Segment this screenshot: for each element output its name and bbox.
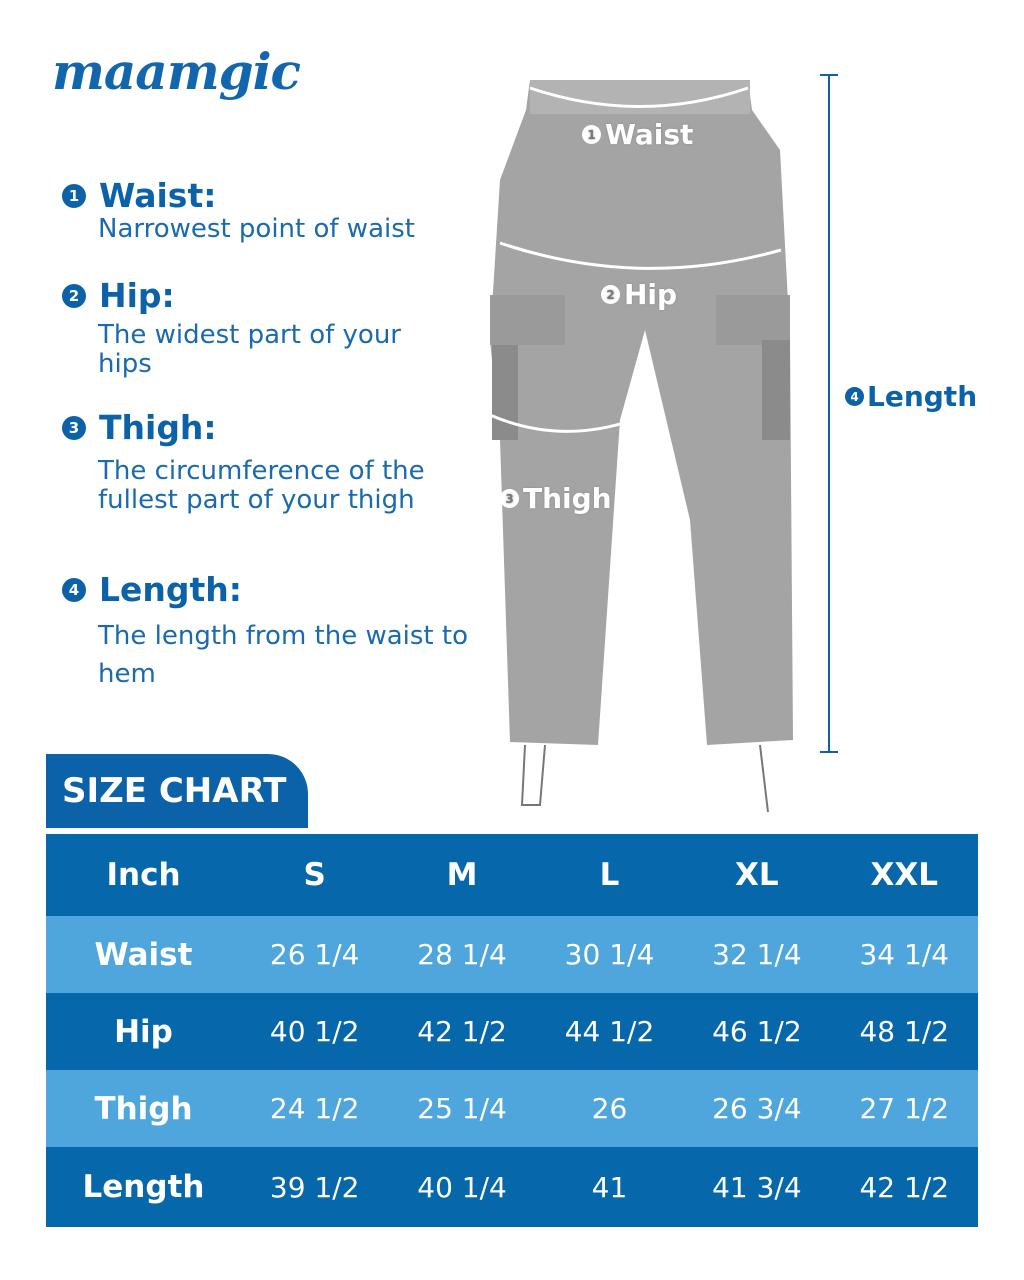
label-hip: 2 Hip <box>601 278 677 311</box>
row-label: Thigh <box>94 1090 193 1127</box>
number-badge: 4 <box>62 577 86 602</box>
definition-title: Waist: <box>99 176 217 215</box>
cell: 46 1/2 <box>712 1015 802 1048</box>
definition-hip: 2 Hip: The widest part of your hips <box>62 276 442 379</box>
definition-desc: The circumference of the fullest part of… <box>98 456 425 515</box>
size-chart-title: SIZE CHART <box>46 754 308 828</box>
definition-title: Length: <box>99 570 242 609</box>
cell: 42 1/2 <box>417 1015 507 1048</box>
table-row: Waist 26 1/4 28 1/4 30 1/4 32 1/4 34 1/4 <box>46 916 978 993</box>
header-cell: S <box>303 857 326 893</box>
label-thigh: 3 Thigh <box>500 482 612 515</box>
pants-illustration <box>489 74 838 813</box>
number-badge: 2 <box>62 283 86 308</box>
cell: 32 1/4 <box>712 938 802 971</box>
size-chart-table: Inch S M L XL XXL Waist 26 1/4 28 1/4 30… <box>46 834 978 1227</box>
header-cell: L <box>599 857 620 893</box>
number-badge: 1 <box>62 183 86 208</box>
number-badge: 3 <box>62 415 86 440</box>
header-cell: Inch <box>106 857 181 893</box>
cell: 40 1/4 <box>417 1170 507 1204</box>
cell: 39 1/2 <box>269 1170 360 1204</box>
cell: 26 1/4 <box>269 938 360 971</box>
cell: 34 1/4 <box>859 938 950 971</box>
definition-thigh: 3 Thigh: The circumference of the fullest… <box>62 408 442 515</box>
definition-desc: The length from the waist to hem <box>98 621 468 689</box>
cell: 44 1/2 <box>564 1015 655 1048</box>
cell: 41 3/4 <box>712 1170 802 1204</box>
cell: 41 <box>591 1170 628 1204</box>
header-cell: M <box>446 857 478 893</box>
row-label: Waist <box>94 936 193 973</box>
cell: 27 1/2 <box>859 1092 950 1125</box>
header-cell: XL <box>735 857 779 893</box>
cell: 25 1/4 <box>417 1092 507 1125</box>
cell: 24 1/2 <box>269 1092 360 1125</box>
definition-waist: 1 Waist: Narrowest point of waist <box>62 176 415 244</box>
definition-title: Hip: <box>99 276 175 315</box>
cell: 26 <box>591 1092 628 1125</box>
cell: 30 1/4 <box>564 938 655 971</box>
definition-desc: Narrowest point of waist <box>98 214 415 244</box>
cell: 26 3/4 <box>712 1092 802 1125</box>
definition-title: Thigh: <box>99 408 217 447</box>
brand-logo: maamgic <box>52 42 301 101</box>
header-cell: XXL <box>870 857 939 893</box>
cell: 40 1/2 <box>269 1015 360 1048</box>
table-row: Length 39 1/2 40 1/4 41 41 3/4 42 1/2 <box>46 1147 978 1227</box>
cell: 42 1/2 <box>859 1170 950 1204</box>
label-length: 4 Length <box>845 380 977 413</box>
cell: 28 1/4 <box>417 938 507 971</box>
row-label: Length <box>82 1169 205 1205</box>
table-header-row: Inch S M L XL XXL <box>46 834 978 916</box>
table-row: Thigh 24 1/2 25 1/4 26 26 3/4 27 1/2 <box>46 1070 978 1147</box>
label-waist: 1 Waist <box>582 118 693 151</box>
table-row: Hip 40 1/2 42 1/2 44 1/2 46 1/2 48 1/2 <box>46 993 978 1070</box>
cell: 48 1/2 <box>859 1015 950 1048</box>
row-label: Hip <box>114 1013 173 1050</box>
definition-desc: The widest part of your hips <box>98 320 401 379</box>
definition-length: 4 Length: The length from the waist to he… <box>62 570 472 693</box>
